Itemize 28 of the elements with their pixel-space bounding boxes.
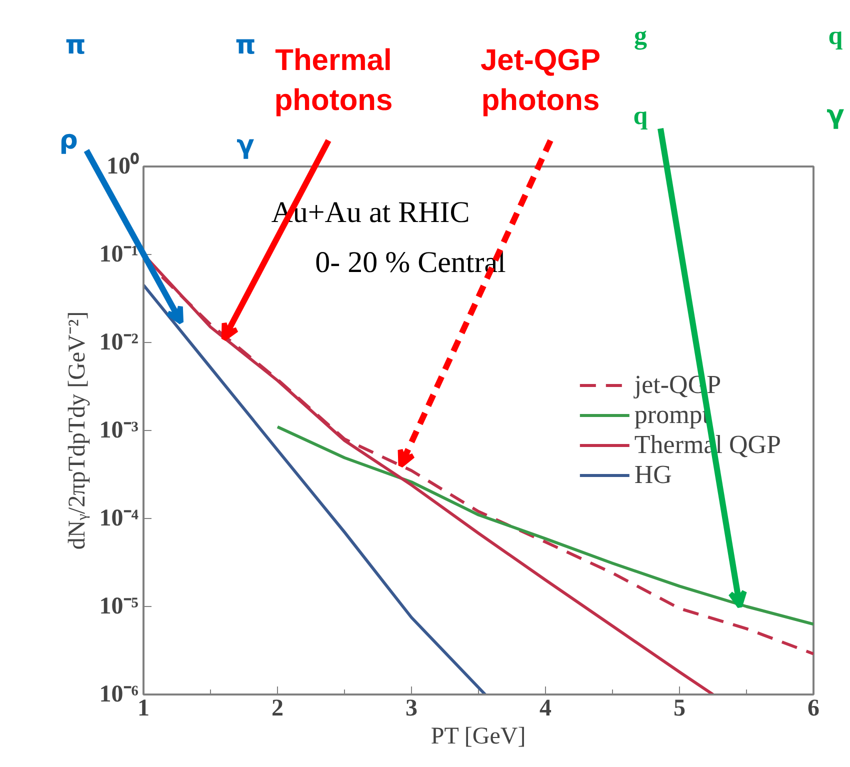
annotation: Jet-QGP photons (480, 44, 601, 117)
y-tick-label: 10⁻⁵ (99, 594, 139, 620)
y-tick-label: 10⁰ (106, 152, 140, 180)
y-tick-label: 10⁻¹ (99, 242, 139, 268)
text: q (828, 21, 844, 50)
x-tick-label: 4 (540, 696, 552, 722)
x-tick-label: 1 (138, 696, 150, 722)
text: π (235, 30, 256, 60)
x-tick-label: 5 (674, 696, 686, 722)
y-tick-label: 10⁻³ (99, 418, 139, 444)
text: g (634, 21, 647, 50)
legend-label: HG (634, 460, 672, 490)
y-tick-label: 10⁻² (99, 330, 139, 356)
text: γ (236, 130, 255, 160)
text: γ (826, 100, 845, 130)
x-tick-label: 6 (808, 696, 820, 722)
x-axis-title: PT [GeV] (430, 724, 526, 750)
line-series (144, 284, 487, 694)
y-axis-title: dNᵧ/2πpTdpTdy [GeV⁻²] (64, 311, 90, 550)
x-tick-label: 3 (406, 696, 418, 722)
annotation: 0- 20 % Central (315, 246, 506, 279)
y-tick-label: 10⁻⁶ (99, 682, 139, 708)
y-tick-label: 10⁻⁴ (99, 506, 139, 532)
annotation: Thermal photons (274, 44, 393, 117)
text: π (65, 30, 86, 60)
annotation: ρ (59, 126, 78, 156)
annotation: q (633, 101, 648, 130)
x-tick-label: 2 (272, 696, 284, 722)
